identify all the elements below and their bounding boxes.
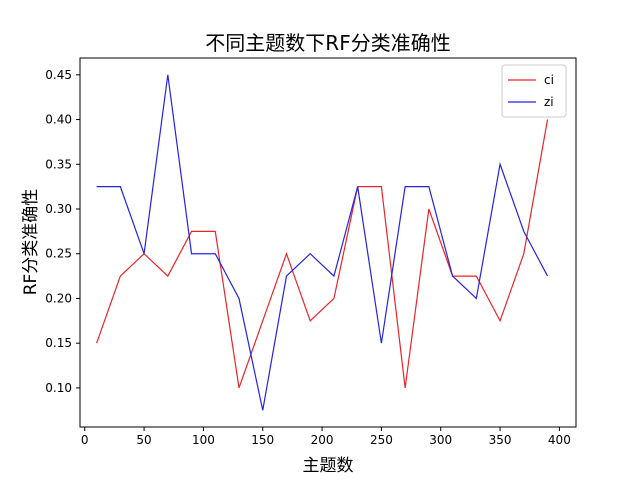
x-tick-label: 50 [136, 433, 151, 447]
series-line-ci [96, 119, 549, 389]
x-axis-label: 主题数 [303, 456, 354, 476]
y-tick-label: 0.15 [45, 336, 72, 350]
y-tick-label: 0.35 [45, 157, 72, 171]
y-tick-label: 0.30 [45, 202, 72, 216]
y-tick-label: 0.10 [45, 381, 72, 395]
chart-title: 不同主题数下RF分类准确性 [205, 31, 450, 55]
x-tick-label: 100 [192, 433, 215, 447]
plot-frame [79, 57, 577, 428]
x-tick-label: 250 [370, 433, 393, 447]
x-tick-label: 300 [429, 433, 452, 447]
plot-area [80, 58, 576, 427]
series-layer [96, 74, 549, 411]
legend-label-zi: zi [544, 95, 554, 109]
legend-box [501, 64, 567, 118]
y-axis-label: RF分类准确性 [21, 189, 41, 296]
x-tick-label: 200 [311, 433, 334, 447]
x-tick-label: 350 [489, 433, 512, 447]
y-tick-label: 0.40 [45, 113, 72, 127]
y-tick-label: 0.45 [45, 68, 72, 82]
x-tick-label: 0 [81, 433, 89, 447]
legend: ci zi [501, 64, 567, 118]
x-tick-label: 400 [548, 433, 571, 447]
y-axis: 0.10 0.15 0.20 0.25 0.30 0.35 0.40 0.45 [45, 68, 80, 395]
x-tick-label: 150 [251, 433, 274, 447]
legend-label-ci: ci [544, 73, 554, 87]
y-tick-label: 0.20 [45, 291, 72, 305]
series-line-zi [96, 74, 549, 411]
x-axis: 0 50 100 150 200 250 300 350 400 [81, 427, 571, 447]
y-tick-label: 0.25 [45, 247, 72, 261]
